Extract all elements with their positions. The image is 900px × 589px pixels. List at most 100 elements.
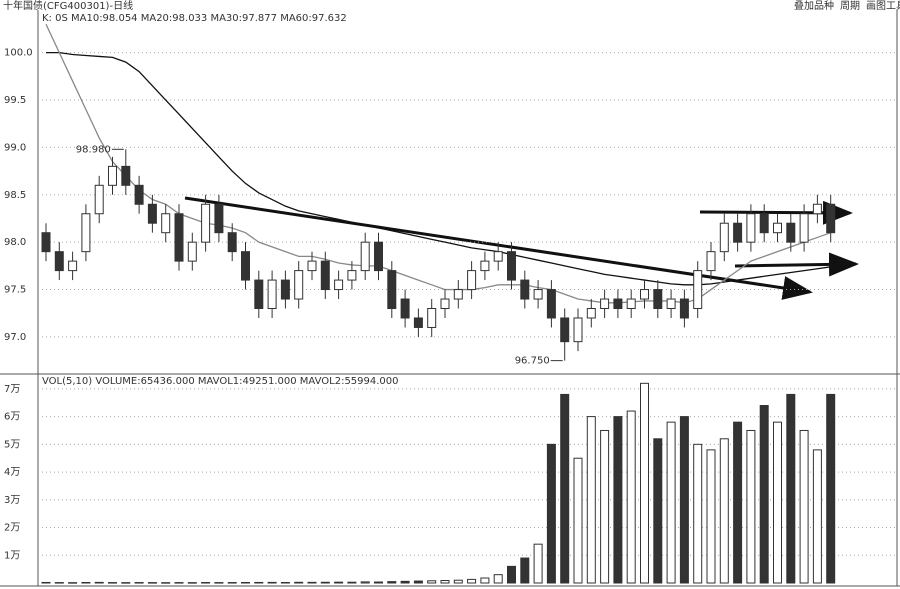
- plot-area: 97.0 97.5 98.0 98.5 99.0 99.5 100.0 98.980 96.75…: [4, 23, 897, 584]
- volume-bar: [121, 582, 131, 584]
- candle-body: [812, 203, 822, 215]
- candle-body: [427, 308, 437, 328]
- candle-body: [493, 251, 503, 262]
- volume-bar: [413, 580, 423, 584]
- candle-body: [121, 165, 131, 186]
- candle-body: [241, 251, 250, 281]
- candle-body: [413, 317, 423, 328]
- volume-bar: [533, 543, 543, 584]
- volume-bar: [586, 416, 596, 584]
- candle-body: [626, 298, 636, 310]
- volume-bar: [68, 582, 78, 584]
- candle-body: [201, 203, 211, 243]
- candle-body: [41, 232, 51, 253]
- y-tick-label: 5万: [4, 439, 20, 450]
- candle-body: [94, 184, 104, 215]
- candle-body: [294, 270, 304, 300]
- y-tick-label: 3万: [4, 495, 20, 506]
- candle-body: [573, 317, 583, 343]
- volume-bar: [573, 457, 583, 584]
- volume-bar: [706, 449, 716, 584]
- volume-bar: [520, 557, 530, 584]
- volume-bar: [360, 581, 370, 584]
- volume-bar: [147, 582, 157, 584]
- trend-arrow: [699, 200, 853, 225]
- candle-body: [719, 222, 729, 253]
- candle-body: [214, 203, 224, 234]
- volume-bar: [467, 578, 477, 584]
- volume-bar: [267, 581, 277, 584]
- volume-bar: [480, 577, 490, 584]
- candle-body: [533, 289, 543, 300]
- candle-body: [520, 279, 530, 300]
- volume-bar: [826, 393, 836, 584]
- y-tick-label: 97.0: [4, 332, 26, 343]
- volume-bar: [108, 582, 117, 584]
- volume-bar: [201, 582, 211, 584]
- candle-body: [400, 298, 410, 319]
- volume-bar: [812, 449, 822, 584]
- candle-body: [706, 251, 716, 272]
- volume-bar: [294, 581, 304, 584]
- volume-bar: [719, 438, 729, 584]
- low-label: 96.750: [515, 356, 550, 367]
- volume-bar: [440, 580, 450, 584]
- volume-bar: [161, 582, 171, 584]
- volume-bar: [626, 410, 636, 584]
- volume-bar: [400, 580, 410, 584]
- candle-body: [586, 308, 596, 319]
- y-tick-label: 2万: [4, 523, 20, 534]
- candle-body: [227, 232, 237, 253]
- candle-body: [773, 222, 782, 234]
- chart-title: 十年国债(CFG400301)-日线: [3, 0, 133, 12]
- volume-bar: [94, 581, 104, 584]
- candle-body: [360, 241, 370, 272]
- candle-body: [307, 260, 317, 272]
- candle-body: [693, 270, 703, 310]
- period-button[interactable]: 周期: [840, 0, 860, 12]
- candle-body: [799, 213, 809, 243]
- candle-body: [467, 270, 477, 291]
- candle-body: [679, 298, 689, 319]
- volume-bar: [653, 438, 663, 584]
- volume-bar: [227, 582, 237, 584]
- volume-bar: [41, 581, 51, 584]
- volume-bar: [786, 393, 796, 584]
- candle-body: [161, 213, 171, 234]
- candle-body: [374, 241, 383, 272]
- candle-body: [254, 279, 264, 310]
- overlay-button[interactable]: 叠加品种: [794, 0, 834, 12]
- candle-body: [174, 213, 184, 262]
- volume-bar: [241, 582, 250, 584]
- candle-body: [81, 213, 91, 253]
- candle-body: [453, 289, 463, 300]
- volume-bar: [546, 443, 556, 584]
- volume-bar: [507, 565, 516, 584]
- volume-bar: [640, 382, 649, 584]
- volume-bar: [733, 421, 743, 584]
- candle-body: [640, 289, 649, 300]
- candle-body: [187, 241, 197, 262]
- volume-bar: [799, 429, 809, 584]
- candle-body: [653, 289, 663, 310]
- candle-body: [507, 251, 516, 281]
- trend-arrow: [184, 196, 813, 300]
- volume-bar: [759, 405, 769, 584]
- volume-bar: [81, 582, 91, 584]
- volume-bar: [134, 582, 144, 584]
- candle-body: [387, 270, 397, 310]
- volume-bar: [746, 429, 756, 584]
- y-tick-label: 99.0: [4, 142, 26, 153]
- volume-bar: [679, 416, 689, 584]
- y-tick-label: 7万: [4, 384, 20, 395]
- candle-body: [267, 279, 277, 310]
- volume-bar: [613, 416, 623, 584]
- candle-body: [134, 184, 144, 205]
- price-legend: K: 0S MA10:98.054 MA20:98.033 MA30:97.87…: [42, 13, 347, 24]
- y-tick-label: 100.0: [4, 48, 33, 59]
- draw-tools-button[interactable]: 画图工具: [866, 0, 900, 12]
- volume-bar: [427, 580, 437, 584]
- candle-body: [546, 289, 556, 319]
- candle-body: [147, 203, 157, 224]
